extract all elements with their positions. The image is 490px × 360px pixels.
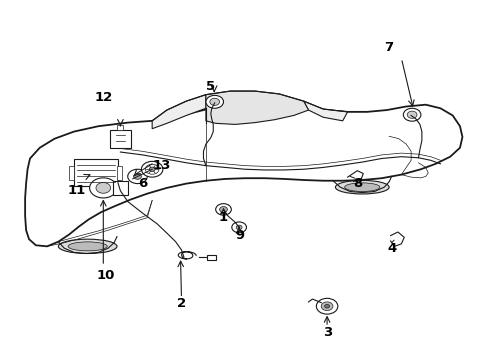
Text: 7: 7 [385, 41, 393, 54]
Ellipse shape [68, 242, 107, 251]
Polygon shape [25, 101, 463, 246]
Circle shape [149, 167, 155, 171]
Bar [69, 166, 74, 180]
Circle shape [232, 222, 246, 233]
Bar [110, 130, 131, 148]
Text: 3: 3 [323, 326, 333, 339]
Bar [207, 255, 216, 260]
Polygon shape [152, 95, 206, 129]
Bar [118, 166, 122, 180]
Text: 4: 4 [387, 242, 396, 255]
Circle shape [134, 174, 142, 179]
Circle shape [206, 95, 223, 108]
Circle shape [403, 108, 421, 121]
Bar [74, 159, 118, 186]
Text: 1: 1 [219, 211, 227, 224]
Text: 2: 2 [177, 297, 186, 310]
Circle shape [325, 305, 330, 308]
Ellipse shape [335, 180, 389, 194]
Circle shape [321, 302, 333, 311]
Text: 8: 8 [353, 177, 362, 190]
Circle shape [220, 207, 227, 212]
Circle shape [210, 98, 220, 105]
Text: 10: 10 [97, 269, 115, 282]
Ellipse shape [344, 183, 380, 192]
Text: 6: 6 [138, 177, 147, 190]
Text: 11: 11 [67, 184, 86, 197]
Text: 9: 9 [236, 229, 245, 242]
Circle shape [216, 204, 231, 215]
Bar [113, 181, 128, 195]
Circle shape [146, 164, 159, 174]
Circle shape [90, 178, 117, 198]
Circle shape [142, 161, 163, 177]
Text: 12: 12 [94, 91, 112, 104]
Circle shape [407, 111, 417, 118]
Circle shape [236, 225, 242, 229]
Polygon shape [206, 91, 309, 125]
Circle shape [96, 183, 111, 193]
Circle shape [317, 298, 338, 314]
Polygon shape [304, 101, 347, 121]
Text: 13: 13 [153, 159, 171, 172]
Circle shape [128, 169, 147, 184]
Ellipse shape [58, 239, 117, 253]
Bar [118, 126, 123, 130]
Text: 5: 5 [206, 80, 216, 93]
